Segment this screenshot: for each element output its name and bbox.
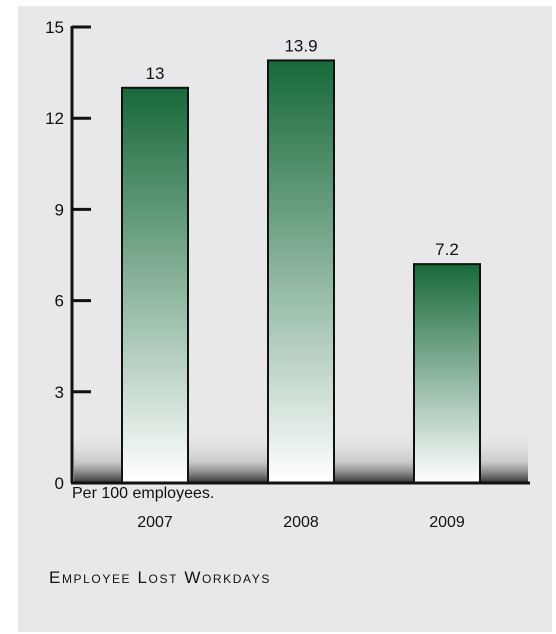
bar-2008 [267,59,335,484]
unit-note: Per 100 employees. [72,485,215,502]
data-label-2007: 13 [146,64,165,83]
x-tick-label-2008: 2008 [283,514,319,531]
bar-2009 [413,263,481,484]
y-tick-label-15: 15 [45,18,64,37]
y-tick-label-3: 3 [55,383,64,402]
y-tick-label-0: 0 [55,474,64,493]
y-tick-label-12: 12 [45,109,64,128]
x-tick-label-2009: 2009 [429,514,465,531]
y-tick-label-6: 6 [55,292,64,311]
chart-caption: Employee Lost Workdays [49,568,271,587]
data-label-2009: 7.2 [435,240,459,259]
bar-2007 [121,86,189,485]
x-tick-label-2007: 2007 [137,514,173,531]
y-tick-label-9: 9 [55,200,64,219]
data-label-2008: 13.9 [284,36,317,55]
